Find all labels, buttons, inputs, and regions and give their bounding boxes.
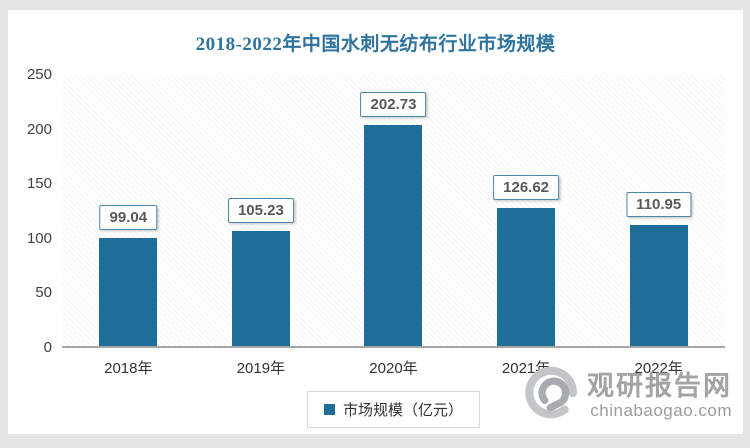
y-axis-tick-label: 150 xyxy=(26,175,52,193)
legend-row: 市场规模（亿元） xyxy=(62,391,725,428)
bar-value-label: 126.62 xyxy=(493,174,560,200)
bar-slot: 202.73 xyxy=(327,75,460,346)
y-axis-tick-label: 100 xyxy=(26,229,52,247)
x-axis: 2018年 2019年 2020年 2021年 2022年 xyxy=(62,357,725,377)
bar-slot: 105.23 xyxy=(195,75,328,346)
x-axis-tick-label: 2018年 xyxy=(104,360,153,377)
chart-panel: 2018-2022年中国水刺无纺布行业市场规模 0 50 100 150 200 250 … xyxy=(8,10,743,434)
legend-label: 市场规模（亿元） xyxy=(342,402,463,419)
x-axis-tick-label: 2022年 xyxy=(634,360,683,377)
bar-value-label: 202.73 xyxy=(360,91,427,117)
bar xyxy=(231,231,290,346)
y-axis-tick-label: 50 xyxy=(35,284,52,302)
watermark: 观研报告网 chinabaogao.com xyxy=(523,366,732,424)
bar xyxy=(364,124,423,346)
bar-value-label: 110.95 xyxy=(626,191,692,217)
bar-value-label: 99.04 xyxy=(99,204,158,230)
bar xyxy=(99,237,158,346)
legend: 市场规模（亿元） xyxy=(306,391,480,428)
x-axis-tick-label: 2019年 xyxy=(236,360,286,377)
watermark-logo-icon xyxy=(525,366,577,419)
bar xyxy=(497,207,556,346)
bar-slot: 99.04 xyxy=(62,75,195,346)
watermark-text: 观研报告网 chinabaogao.com xyxy=(587,371,732,420)
x-axis-tick-label: 2020年 xyxy=(369,360,418,377)
watermark-domain: chinabaogao.com xyxy=(590,400,732,420)
watermark-brand: 观研报告网 xyxy=(587,370,732,401)
chart-title: 2018-2022年中国水刺无纺布行业市场规模 xyxy=(195,34,556,55)
legend-swatch-icon xyxy=(323,404,335,415)
y-axis-tick-label: 0 xyxy=(43,339,52,356)
y-axis-tick-label: 200 xyxy=(26,120,52,138)
bar-value-label: 105.23 xyxy=(227,198,294,224)
bar-slot: 126.62 xyxy=(460,75,593,346)
y-axis-tick-label: 250 xyxy=(26,66,52,83)
plot-area: 99.04 105.23 202.73 126.62 110.95 xyxy=(62,75,725,348)
bar xyxy=(629,224,688,346)
bar-slot: 110.95 xyxy=(592,75,725,346)
